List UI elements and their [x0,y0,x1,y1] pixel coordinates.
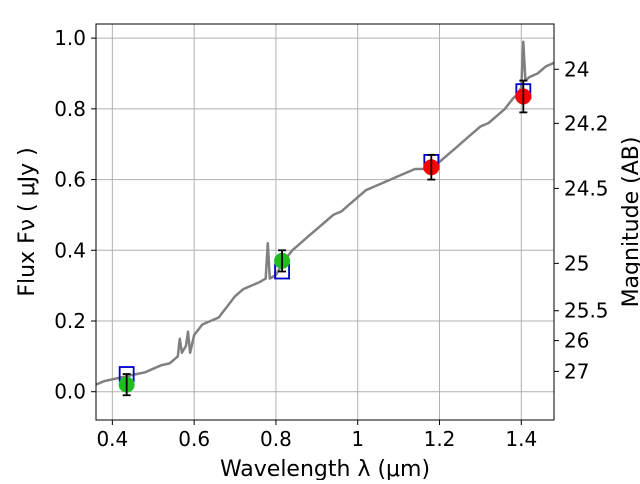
plot-area [95,40,555,397]
y2-tick-label: 25.5 [564,299,609,323]
x-tick-label: 1.4 [505,427,537,451]
y-tick-label: 0.4 [54,238,86,262]
y2-axis-label: Magnitude (AB) [619,137,640,308]
y2-tick-label: 24.2 [564,111,609,135]
x-tick-label: 0.8 [260,427,292,451]
x-tick-label: 1 [351,427,364,451]
y-tick-label: 1.0 [54,26,86,50]
y2-tick-label: 26 [564,329,589,353]
y-tick-label: 0.0 [54,380,86,404]
axes-frame [95,23,555,421]
y2-tick-label: 27 [564,359,589,383]
ticks: 0.4 0.6 0.8 1 1.2 1.4 0.0 0.2 0.4 0.6 0.8 1.0 27 26 25… [54,26,608,451]
y2-tick-label: 24 [564,57,589,81]
template-spectrum-line [95,40,555,386]
y-axis-label: Flux Fν ( μJy ) [15,147,40,296]
x-tick-label: 1.2 [424,427,456,451]
y-tick-label: 0.8 [54,97,86,121]
x-tick-label: 0.4 [96,427,128,451]
y-tick-label: 0.2 [54,309,86,333]
y2-tick-label: 24.5 [564,176,609,200]
x-axis-label: Wavelength λ (μm) [220,457,430,480]
y2-tick-label: 25 [564,251,589,275]
x-tick-label: 0.6 [178,427,210,451]
y-tick-label: 0.6 [54,168,86,192]
